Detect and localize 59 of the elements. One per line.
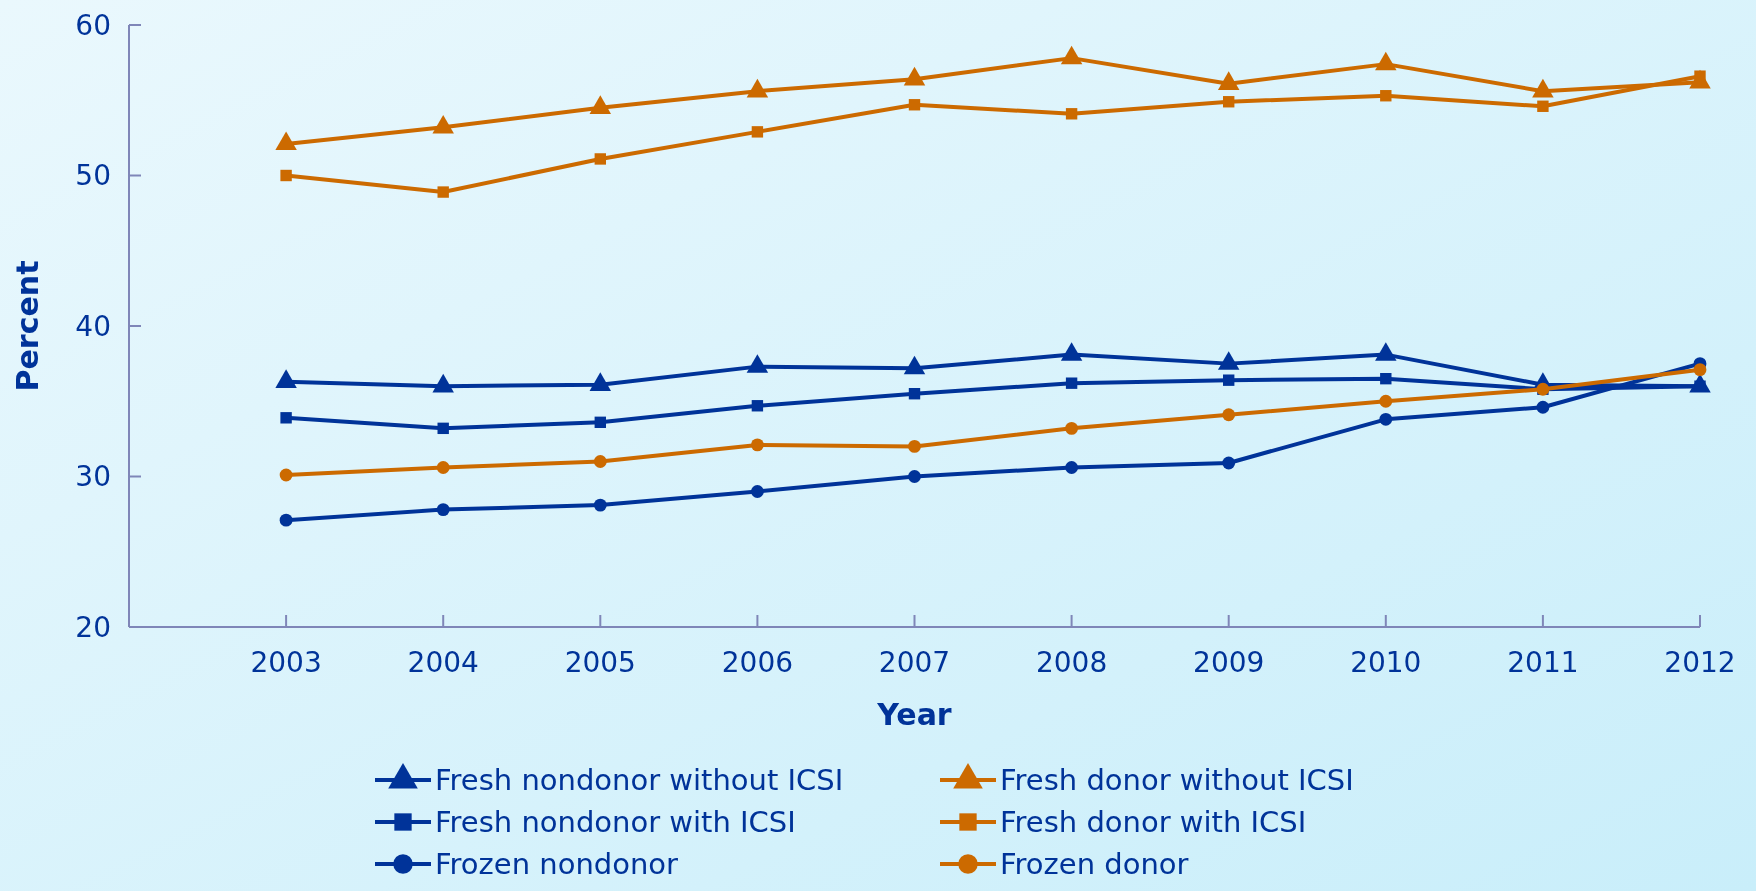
x-tick-label: 2005 — [564, 646, 636, 679]
point — [1065, 377, 1078, 389]
point — [903, 66, 926, 86]
y-axis-title: Percent — [10, 260, 45, 392]
point — [279, 468, 293, 482]
point — [1536, 400, 1550, 414]
point — [1222, 408, 1236, 422]
legend-label: Frozen donor — [1000, 847, 1189, 882]
point — [1375, 51, 1397, 71]
point — [746, 78, 769, 98]
x-tick-label: 2012 — [1664, 646, 1736, 679]
point — [436, 503, 450, 517]
point — [1217, 71, 1240, 90]
point — [751, 400, 764, 412]
point — [437, 422, 449, 435]
point — [275, 131, 297, 151]
legend-label: Fresh donor without ICSI — [1000, 763, 1354, 798]
y-tick-label: 60 — [75, 8, 111, 42]
y-tick-label: 20 — [75, 610, 111, 644]
point — [750, 438, 764, 452]
legend-label: Fresh nondonor with ICSI — [435, 805, 796, 840]
point — [908, 388, 921, 400]
point — [437, 186, 449, 198]
x-tick-label: 2007 — [878, 646, 951, 679]
x-tick-label: 2008 — [1035, 646, 1108, 679]
point — [589, 95, 612, 114]
point — [594, 416, 606, 429]
legend-label: Fresh donor with ICSI — [1000, 805, 1307, 840]
point — [593, 455, 607, 468]
point — [908, 439, 921, 453]
y-tick-label: 40 — [75, 309, 111, 343]
point — [593, 498, 607, 512]
point — [1379, 412, 1393, 426]
point — [1380, 372, 1392, 385]
point — [436, 461, 450, 474]
x-tick-label: 2011 — [1507, 646, 1579, 679]
legend-label: Frozen nondonor — [435, 847, 679, 882]
x-tick-label: 2009 — [1193, 646, 1265, 679]
point — [1379, 394, 1393, 408]
point — [1693, 363, 1707, 377]
point — [280, 412, 292, 424]
point — [750, 485, 764, 498]
point — [1222, 456, 1236, 470]
point — [1060, 45, 1083, 65]
point — [1223, 374, 1235, 386]
legend-label: Fresh nondonor without ICSI — [435, 763, 844, 798]
point — [1065, 461, 1079, 474]
point — [1532, 78, 1554, 98]
point — [279, 513, 293, 527]
x-tick-label: 2010 — [1350, 646, 1422, 679]
point — [908, 470, 921, 483]
x-axis-title: Year — [876, 697, 952, 732]
point — [1065, 421, 1079, 435]
point — [432, 114, 454, 134]
x-tick-label: 2004 — [407, 646, 479, 679]
y-tick-label: 50 — [75, 159, 111, 193]
x-tick-label: 2006 — [721, 646, 794, 679]
x-tick-label: 2003 — [250, 646, 322, 679]
y-tick-label: 30 — [75, 460, 111, 494]
